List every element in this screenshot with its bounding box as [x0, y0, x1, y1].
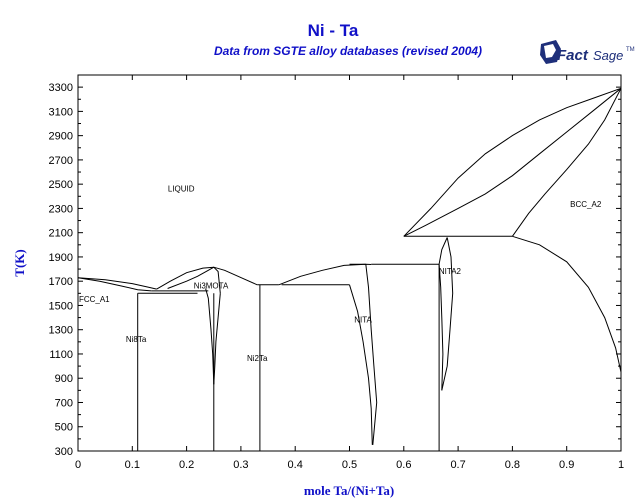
phase-label: Ni2Ta [247, 354, 268, 363]
phase-boundary-line [77, 277, 157, 290]
x-tick-label: 0.9 [559, 459, 574, 471]
y-axis-label: T(K) [12, 249, 27, 276]
x-axis-label: mole Ta/(Ni+Ta) [304, 483, 394, 498]
phase-label: NITA2 [439, 267, 462, 276]
logo-sage-text: Sage [593, 48, 623, 63]
x-tick-label: 0.5 [342, 459, 357, 471]
factsage-logo: Fact Sage TM [540, 40, 635, 64]
x-tick-label: 0.3 [233, 459, 248, 471]
x-tick-label: 0.6 [396, 459, 411, 471]
y-tick-label: 1700 [49, 276, 73, 288]
logo-tm-text: TM [626, 47, 635, 53]
y-tick-label: 2900 [49, 131, 73, 143]
phase-label: Ni8Ta [126, 335, 147, 344]
phase-label: FCC_A1 [79, 295, 110, 304]
chart-subtitle: Data from SGTE alloy databases (revised … [214, 44, 482, 58]
y-tick-label: 3100 [49, 106, 73, 118]
phase-boundary-line [167, 266, 221, 294]
x-tick-label: 0.8 [505, 459, 520, 471]
y-tick-label: 2700 [49, 155, 73, 167]
x-tick-label: 0.7 [450, 459, 465, 471]
plot-frame [77, 74, 622, 452]
phase-boundary-line [205, 288, 215, 385]
phase-boundary-line [77, 277, 152, 292]
phase-label: LIQUID [168, 184, 195, 193]
y-tick-label: 2500 [49, 179, 73, 191]
phase-boundary-line [511, 88, 622, 237]
y-tick-label: 300 [55, 446, 73, 458]
y-tick-label: 700 [55, 397, 73, 409]
phase-label: Ni3MOTA [194, 281, 229, 290]
y-tick-label: 3300 [49, 82, 73, 94]
phase-boundary-line [441, 237, 454, 391]
phase-boundary-line [349, 284, 373, 445]
phase-boundaries [77, 87, 622, 451]
phase-labels: LIQUID FCC_A1 Ni8Ta Ni3MOTA Ni2Ta NITA NITA2 BC… [79, 184, 602, 363]
x-tick-label: 0.2 [179, 459, 194, 471]
x-tick-label: 0 [75, 459, 81, 471]
y-tick-label: 1500 [49, 300, 73, 312]
x-tick-label: 0.1 [125, 459, 140, 471]
y-tick-label: 900 [55, 373, 73, 385]
y-tick-label: 500 [55, 422, 73, 434]
y-tick-label: 1300 [49, 325, 73, 337]
phase-boundary-line [213, 293, 221, 385]
y-tick-label: 2300 [49, 203, 73, 215]
y-tick-label: 1900 [49, 252, 73, 264]
phase-boundary-line [156, 266, 258, 290]
y-tick-label: 2100 [49, 228, 73, 240]
phase-label: BCC_A2 [570, 200, 602, 209]
phase-boundary-line [278, 263, 372, 286]
phase-boundary-line [403, 87, 622, 237]
phase-label: NITA [354, 315, 372, 324]
phase-boundary-line [438, 264, 444, 391]
y-tick-label: 1100 [49, 349, 73, 361]
phase-boundary-line [365, 264, 378, 445]
phase-boundary-line [438, 237, 448, 265]
chart-title: Ni - Ta [308, 21, 359, 40]
logo-text: Fact [557, 47, 589, 64]
phase-boundary-line [512, 235, 622, 373]
logo-mark-highlight-icon [544, 44, 556, 58]
x-tick-label: 1 [618, 459, 624, 471]
phase-boundary-line [403, 87, 622, 237]
axis-ticks: 0 0.1 0.2 0.3 0.4 0.5 0.6 0.7 0.8 0.9 130050070090… [49, 75, 624, 471]
x-tick-label: 0.4 [288, 459, 303, 471]
